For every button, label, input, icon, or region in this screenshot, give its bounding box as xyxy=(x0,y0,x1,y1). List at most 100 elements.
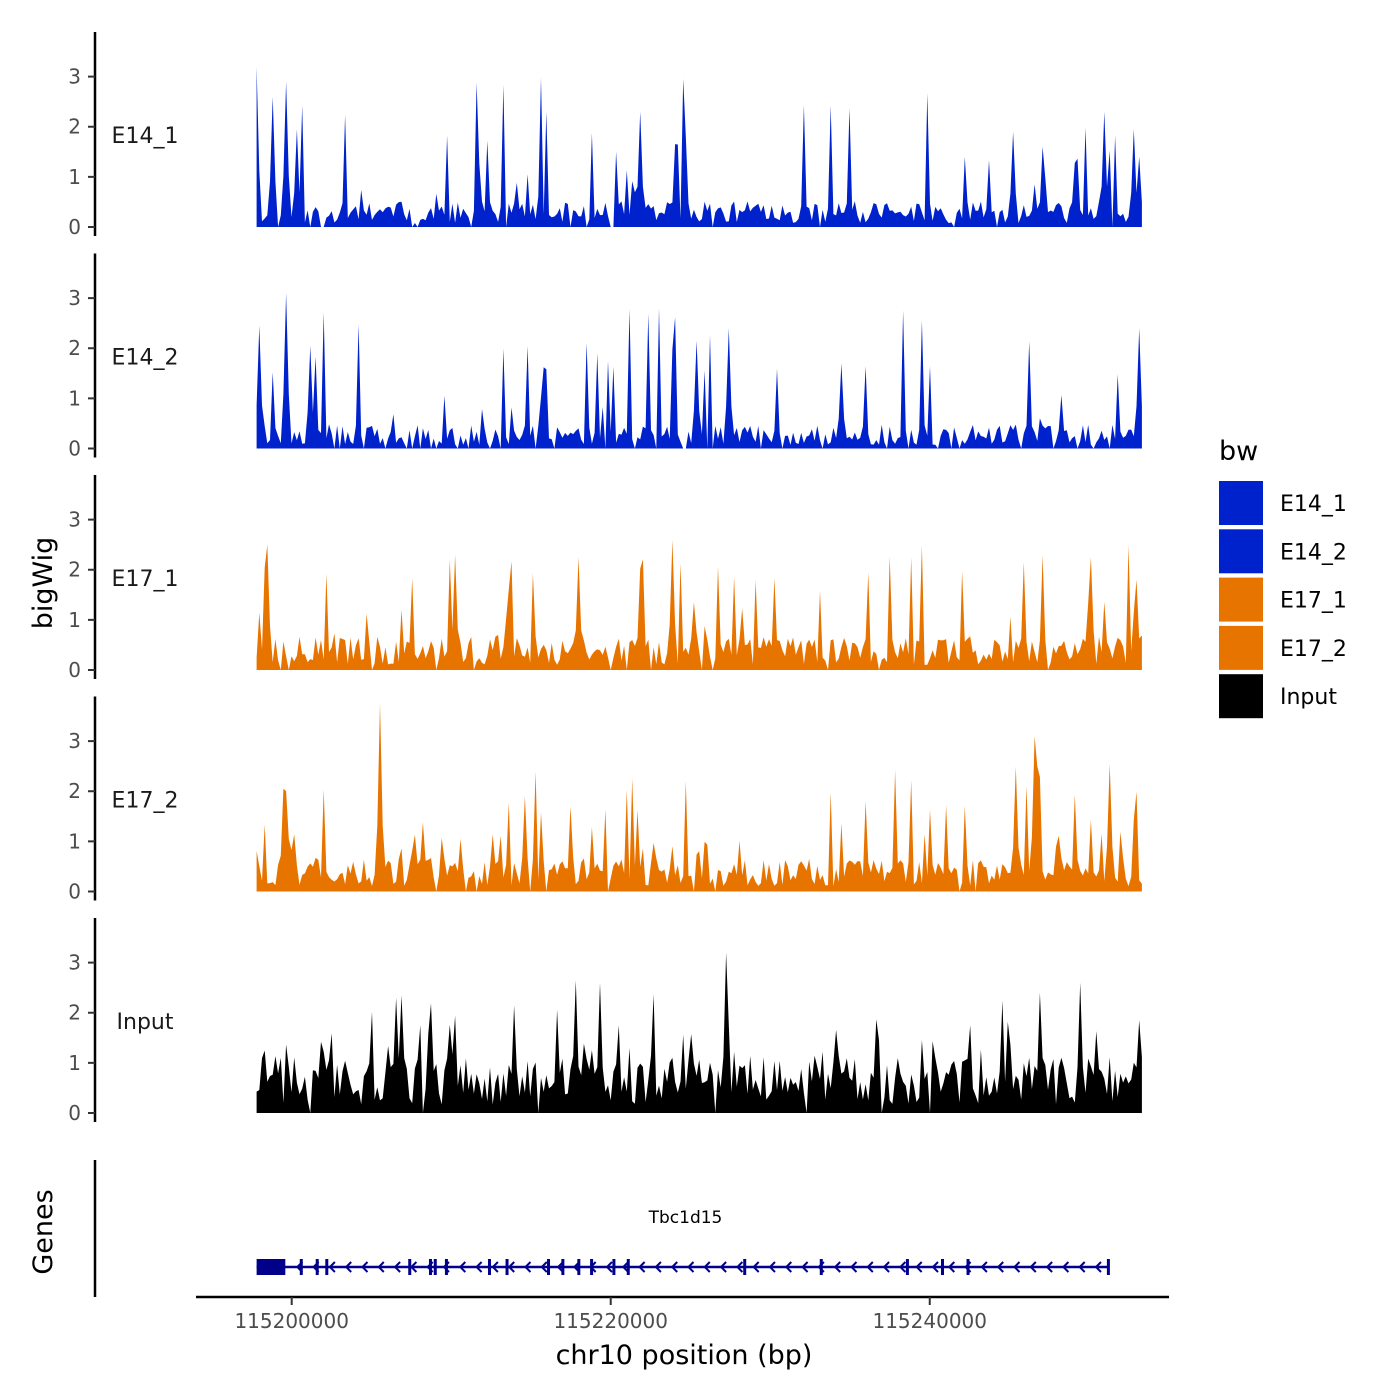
legend-swatch-E17_1 xyxy=(1219,577,1263,622)
strand-arrow xyxy=(344,1261,352,1273)
gene-exon xyxy=(577,1259,581,1275)
strand-arrow xyxy=(817,1261,825,1273)
strand-arrow xyxy=(1029,1261,1037,1273)
strand-arrow xyxy=(1045,1261,1053,1273)
strand-arrow xyxy=(507,1261,515,1273)
gene-exon xyxy=(743,1259,747,1275)
y-tick-label: 2 xyxy=(68,336,81,360)
legend-label-E14_1: E14_1 xyxy=(1280,492,1347,517)
strand-arrow xyxy=(393,1261,401,1273)
gene-exon xyxy=(1106,1259,1110,1275)
legend-swatch-E14_1 xyxy=(1219,481,1263,525)
gene-exon xyxy=(408,1259,412,1275)
x-tick-label: 115200000 xyxy=(234,1309,349,1333)
strand-arrow xyxy=(475,1261,483,1273)
strand-arrow xyxy=(442,1261,450,1273)
y-tick-label: 3 xyxy=(68,286,81,310)
track-label-Input: Input xyxy=(117,1010,174,1035)
gene-exon xyxy=(612,1259,616,1275)
gene-exon xyxy=(325,1259,329,1275)
strand-arrow xyxy=(898,1261,907,1273)
strand-arrow xyxy=(931,1261,939,1273)
legend-swatch-Input xyxy=(1219,674,1263,719)
y-tick-label: 0 xyxy=(68,215,81,239)
strand-arrow xyxy=(784,1261,793,1273)
gene-exon xyxy=(940,1259,944,1275)
legend-title: bw xyxy=(1219,436,1258,467)
strand-arrow xyxy=(980,1261,988,1273)
strand-arrow xyxy=(833,1261,841,1273)
signal-area-E14_1 xyxy=(256,66,1142,227)
y-tick-label: 1 xyxy=(68,1051,81,1075)
legend: bw E14_1 E14_2 E17_1 E17_2 Input xyxy=(1219,436,1347,719)
gene-exon xyxy=(561,1259,565,1275)
y-tick-label: 2 xyxy=(68,1001,81,1025)
y-tick-label: 2 xyxy=(68,558,81,582)
gene-exon-utr xyxy=(256,1259,286,1275)
strand-arrow xyxy=(735,1261,744,1273)
strand-arrow xyxy=(719,1261,727,1273)
track-panel-E14_2: 0 1 2 3 E14_2 xyxy=(68,253,1142,461)
strand-arrow xyxy=(458,1261,467,1273)
track-label-E17_1: E17_1 xyxy=(112,567,179,592)
legend-label-E14_2: E14_2 xyxy=(1280,540,1347,565)
gene-exon xyxy=(299,1259,303,1275)
strand-arrow xyxy=(328,1261,336,1273)
track-panel-E14_1: 0 1 2 3 E14_1 xyxy=(68,32,1142,239)
strand-arrow xyxy=(1078,1261,1086,1273)
legend-swatch-E17_2 xyxy=(1219,625,1263,670)
strand-arrow xyxy=(1094,1261,1102,1273)
y-axis-title: bigWig xyxy=(28,537,59,630)
y-tick-label: 1 xyxy=(68,386,81,410)
track-label-E14_2: E14_2 xyxy=(112,346,179,371)
gene-exon xyxy=(428,1259,432,1275)
gene-exon xyxy=(444,1259,448,1275)
y-tick-label: 2 xyxy=(68,115,81,139)
y-tick-label: 3 xyxy=(68,951,81,975)
y-tick-label: 3 xyxy=(68,508,81,532)
strand-arrow xyxy=(589,1261,597,1273)
strand-arrow xyxy=(295,1261,304,1273)
strand-arrow xyxy=(866,1261,874,1273)
y-tick-label: 1 xyxy=(68,829,81,853)
strand-arrow xyxy=(572,1261,581,1273)
strand-arrow xyxy=(882,1261,890,1273)
strand-arrow xyxy=(524,1261,532,1273)
y-tick-label: 3 xyxy=(68,65,81,89)
y-tick-label: 0 xyxy=(68,437,81,461)
strand-arrow xyxy=(850,1261,858,1273)
gene-exon xyxy=(905,1259,909,1275)
strand-arrow xyxy=(638,1261,646,1273)
strand-arrow xyxy=(964,1261,972,1273)
strand-arrow xyxy=(1013,1261,1021,1273)
y-tick-label: 2 xyxy=(68,779,81,803)
gene-exon xyxy=(505,1259,509,1275)
y-tick-label: 0 xyxy=(68,880,81,904)
strand-arrow xyxy=(409,1261,418,1273)
strand-arrow xyxy=(312,1261,320,1273)
gene-panel: 115200000 115220000 115240000 Tbc1d15 xyxy=(93,1160,1169,1333)
strand-arrow xyxy=(556,1261,564,1273)
x-tick-label: 115220000 xyxy=(553,1309,668,1333)
gene-exon xyxy=(487,1259,491,1275)
gene-exon xyxy=(966,1259,970,1275)
legend-swatch-E14_2 xyxy=(1219,529,1263,574)
gene-exon xyxy=(433,1259,437,1275)
strand-arrow xyxy=(703,1261,711,1273)
gene-exon xyxy=(819,1259,823,1275)
gene-exon xyxy=(626,1259,630,1275)
strand-arrow xyxy=(621,1261,630,1273)
signal-area-Input xyxy=(256,952,1142,1113)
strand-arrow xyxy=(768,1261,776,1273)
signal-area-E14_2 xyxy=(256,293,1142,449)
strand-arrow xyxy=(605,1261,613,1273)
track-panel-E17_2: 0 1 2 3 E17_2 xyxy=(68,696,1142,904)
strand-arrow xyxy=(654,1261,662,1273)
x-tick-label: 115240000 xyxy=(872,1309,987,1333)
strand-arrow xyxy=(491,1261,499,1273)
genes-axis-title: Genes xyxy=(28,1189,59,1274)
track-panel-Input: 0 1 2 3 Input xyxy=(68,918,1142,1125)
strand-arrow xyxy=(377,1261,385,1273)
strand-arrow xyxy=(947,1261,956,1273)
